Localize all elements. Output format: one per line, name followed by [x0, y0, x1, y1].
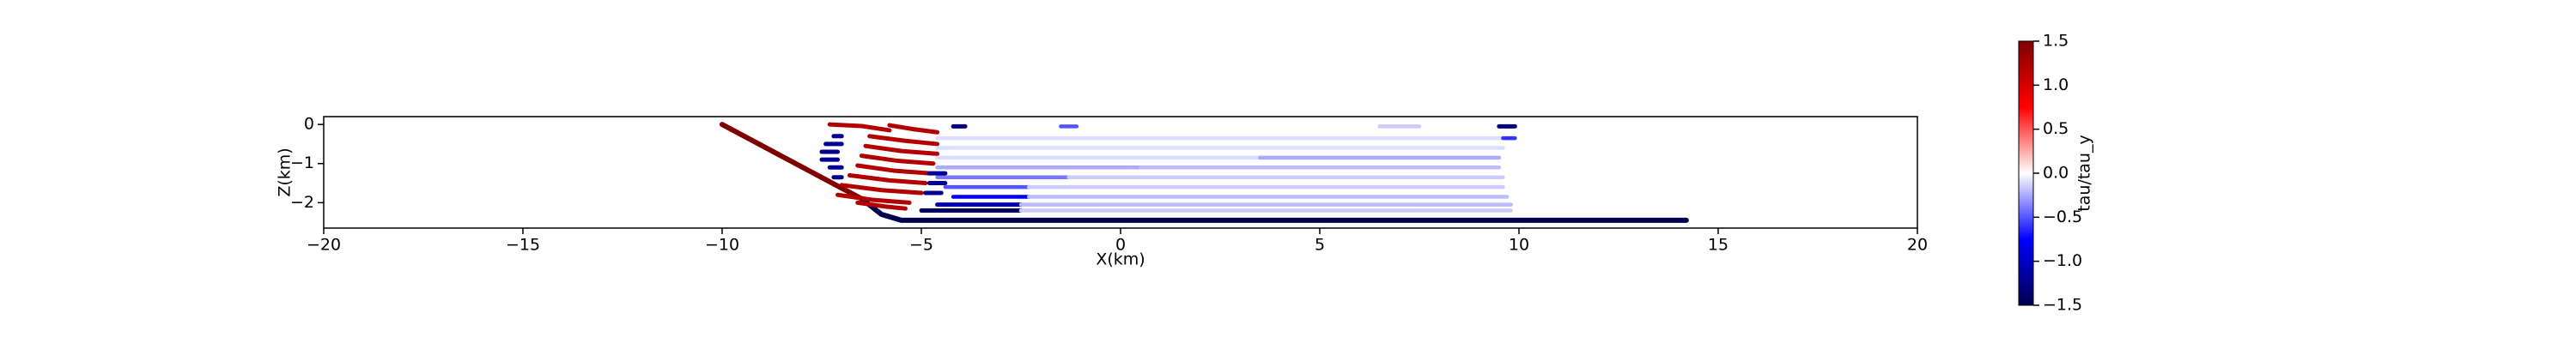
y-tick-label: 0	[304, 115, 314, 134]
colorbar-tick-label: −0.5	[2043, 208, 2082, 226]
colorbar-tick-label: −1.5	[2043, 296, 2082, 315]
y-tick-label: −2	[290, 193, 314, 212]
x-tick-label: −5	[909, 236, 933, 255]
x-axis-label: X(km)	[1096, 250, 1145, 269]
fault-segment	[887, 123, 940, 135]
colorbar-tick-label: 0.0	[2043, 164, 2069, 183]
fault-segment	[863, 143, 940, 156]
y-axis-label: Z(km)	[276, 147, 295, 196]
colorbar-tick-label: 1.0	[2043, 75, 2069, 94]
fault-segment	[839, 183, 924, 196]
colorbar-tick-label: 0.5	[2043, 119, 2069, 138]
colorbar-tick-label: 1.5	[2043, 32, 2069, 51]
x-tick-label: −20	[307, 236, 341, 255]
colorbar	[2018, 40, 2034, 306]
x-tick-label: 20	[1907, 236, 1928, 255]
colorbar-tick-label: −1.0	[2043, 251, 2082, 270]
fault-segment	[720, 122, 865, 202]
x-tick-label: 5	[1315, 236, 1325, 255]
x-tick-label: 10	[1509, 236, 1529, 255]
fault-segment	[867, 134, 940, 147]
fault-segment	[855, 163, 932, 176]
y-tick-label: −1	[290, 153, 314, 172]
fault-segment	[855, 200, 908, 211]
x-tick-label: 0	[1115, 236, 1126, 255]
colorbar-label: tau/tau_y	[2075, 135, 2094, 211]
x-tick-label: 15	[1708, 236, 1728, 255]
x-tick-label: −10	[705, 236, 739, 255]
fault-segment	[859, 153, 936, 166]
plot-area	[720, 122, 1689, 223]
x-tick-label: −15	[506, 236, 540, 255]
fault-segment	[835, 192, 912, 205]
fault-segment	[847, 172, 928, 186]
fault-segment	[827, 122, 892, 133]
